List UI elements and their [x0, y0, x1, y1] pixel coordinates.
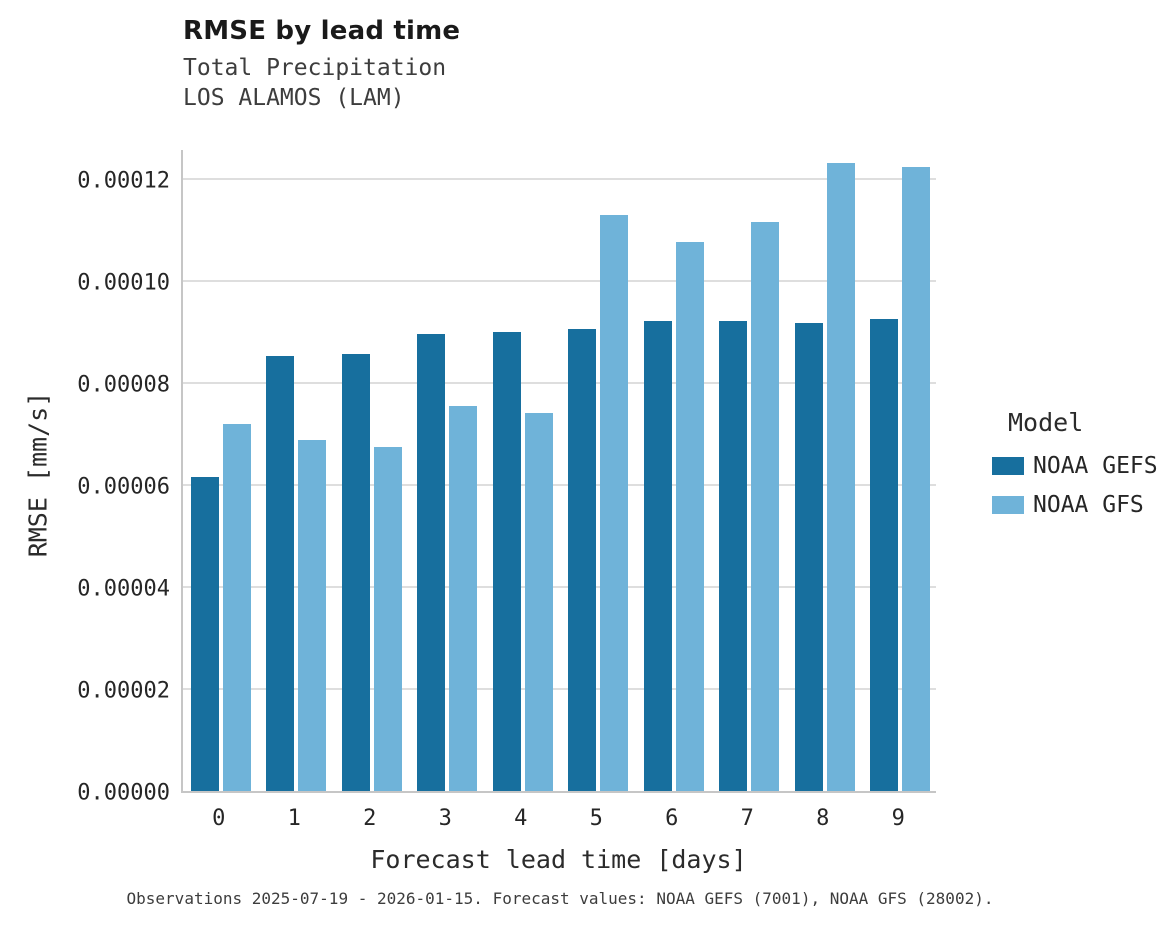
plot-area: [181, 150, 936, 793]
bar-noaa-gfs-day-6: [675, 242, 704, 791]
y-axis-tick-labels: 0.00000 0.00002 0.00004 0.00006 0.00008 0.000…: [60, 150, 170, 805]
x-tick-label: 1: [287, 806, 301, 831]
x-axis-title: Forecast lead time [days]: [370, 845, 747, 874]
chart-subtitle: Total Precipitation LOS ALAMOS (LAM): [183, 53, 460, 113]
bar-noaa-gefs-day-2: [341, 354, 370, 791]
x-tick-label: 7: [740, 806, 754, 831]
bar-noaa-gfs-day-9: [902, 167, 931, 791]
gridline: [183, 177, 936, 180]
x-tick-label: 3: [438, 806, 452, 831]
gridline: [183, 687, 936, 690]
bar-noaa-gfs-day-8: [826, 163, 855, 791]
legend-entry: NOAA GFS: [992, 492, 1172, 518]
y-tick-label: 0.00004: [77, 576, 170, 602]
bar-noaa-gefs-day-6: [643, 320, 672, 791]
x-tick-label: 5: [589, 806, 603, 831]
bar-noaa-gfs-day-5: [600, 215, 629, 791]
x-tick-label: 8: [816, 806, 830, 831]
y-tick-label: 0.00000: [77, 780, 170, 806]
legend-swatch-icon: [992, 457, 1024, 475]
y-axis-title: RMSE [mm/s]: [23, 391, 53, 558]
x-axis-tick-labels: 0 1 2 3 4 5 6 7 8 9: [181, 806, 936, 836]
legend-entry: NOAA GEFS: [992, 453, 1172, 479]
legend-title: Model: [1008, 408, 1084, 437]
bar-noaa-gefs-day-0: [190, 477, 219, 791]
chart-subtitle-line-2: LOS ALAMOS (LAM): [183, 85, 405, 111]
bar-noaa-gefs-day-3: [417, 334, 446, 791]
chart-header: RMSE by lead time Total Precipitation LO…: [183, 16, 460, 113]
bar-noaa-gfs-day-1: [298, 440, 327, 791]
gridline: [183, 279, 936, 282]
bar-noaa-gefs-day-8: [794, 323, 823, 791]
bar-noaa-gefs-day-4: [492, 331, 521, 791]
legend-label: NOAA GEFS: [1033, 453, 1158, 479]
y-tick-label: 0.00008: [77, 372, 170, 398]
x-tick-label: 9: [891, 806, 905, 831]
bar-noaa-gefs-day-1: [266, 356, 295, 791]
legend-label: NOAA GFS: [1033, 492, 1144, 518]
bar-noaa-gfs-day-4: [524, 413, 553, 791]
bar-noaa-gefs-day-7: [719, 320, 748, 791]
y-tick-label: 0.00012: [77, 168, 170, 194]
bar-noaa-gfs-day-3: [449, 405, 478, 791]
bar-noaa-gefs-day-5: [568, 329, 597, 791]
legend-entries: NOAA GEFS NOAA GFS: [992, 453, 1172, 518]
bar-noaa-gfs-day-0: [222, 423, 251, 791]
y-tick-label: 0.00002: [77, 678, 170, 704]
bar-noaa-gefs-day-9: [870, 319, 899, 791]
legend: Model NOAA GEFS NOAA GFS: [992, 408, 1172, 531]
bar-noaa-gfs-day-7: [751, 222, 780, 791]
gridline: [183, 381, 936, 384]
gridline: [183, 585, 936, 588]
x-tick-label: 2: [363, 806, 377, 831]
gridline: [183, 483, 936, 486]
x-tick-label: 0: [212, 806, 226, 831]
chart-subtitle-line-1: Total Precipitation: [183, 55, 447, 81]
y-tick-label: 0.00006: [77, 474, 170, 500]
y-tick-label: 0.00010: [77, 270, 170, 296]
chart-title: RMSE by lead time: [183, 16, 461, 46]
bar-noaa-gfs-day-2: [373, 446, 402, 791]
x-tick-label: 4: [514, 806, 528, 831]
footnote-caption: Observations 2025-07-19 - 2026-01-15. Fo…: [126, 889, 994, 908]
x-tick-label: 6: [665, 806, 679, 831]
legend-swatch-icon: [992, 496, 1024, 514]
